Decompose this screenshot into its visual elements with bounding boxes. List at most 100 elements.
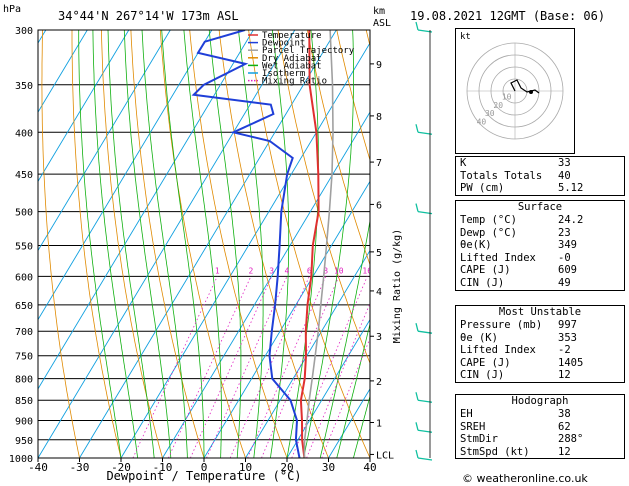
row-label: Lifted Index (460, 344, 536, 357)
legend-label: Parcel Trajectory (262, 46, 355, 56)
mixing-ratio-label: 4 (285, 266, 290, 275)
row-value: 49 (558, 276, 571, 289)
axes: 3003504004505005506006507007508008509009… (9, 26, 394, 474)
pressure-tick-label: 550 (15, 241, 33, 252)
footer-credit: © weatheronline.co.uk (462, 472, 588, 485)
profile-dewpoint (191, 30, 301, 458)
mixing-ratio-line (132, 276, 218, 458)
hodograph-trace (510, 79, 540, 94)
table-row: CAPE (J) 1405 (456, 357, 624, 370)
km-tick-label: 7 (376, 158, 382, 169)
pressure-tick-label: 800 (15, 375, 33, 386)
row-value: 33 (558, 157, 571, 169)
km-tick-label: 9 (376, 60, 382, 71)
isotherm-line (38, 30, 88, 114)
pressure-tick-label: 950 (15, 436, 33, 447)
wind-barb-flag (415, 449, 419, 459)
table-row: CAPE (J) 609 (456, 264, 624, 277)
row-value: 997 (558, 319, 577, 331)
isotherm-line (120, 42, 370, 458)
row-label: EH (460, 408, 473, 420)
wet-adiabat-line (161, 30, 205, 458)
hodograph-table-title: Hodograph (511, 395, 569, 407)
wet-adiabat-line (107, 30, 155, 458)
km-tick-label: 5 (376, 248, 382, 259)
row-label: PW (cm) (460, 182, 505, 195)
dry-adiabat-line (71, 30, 122, 458)
row-value: 40 (558, 169, 571, 182)
table-row: K 33 (456, 157, 624, 170)
isotherm-line (286, 318, 370, 458)
mixing-ratio-label: 1 (215, 266, 220, 275)
mixing-ratio-line (291, 276, 368, 458)
km-tick-label: LCL (376, 450, 394, 461)
row-label: CIN (J) (460, 276, 505, 289)
table-row: θe(K) 349 (456, 239, 624, 252)
x-axis-label: Dewpoint / Temperature (°C) (106, 469, 301, 483)
dry-adiabat-line (248, 30, 370, 458)
row-value: 609 (558, 264, 577, 277)
hodograph-ring-label: 30 (485, 109, 495, 118)
row-label: K (460, 157, 467, 169)
table-row: SREH 62 (456, 421, 624, 434)
table-row: CIN (J) 49 (456, 277, 624, 290)
dry-adiabat-line (336, 30, 370, 162)
dry-adiabat-line (130, 30, 205, 458)
isotherm-line (203, 180, 370, 458)
legend-label: Dewpoint (262, 39, 305, 49)
isotherm-line (38, 30, 296, 458)
most-unstable-table: Most Unstable Pressure (mb) 997 θe (K) 353 L… (455, 305, 625, 383)
mixing-ratio-line (247, 276, 327, 458)
km-label: km (373, 6, 385, 17)
x-tick-label: 40 (363, 461, 376, 474)
x-tick-label: -40 (28, 461, 48, 474)
km-tick-label: 3 (376, 332, 382, 343)
row-label: CAPE (J) (460, 264, 511, 277)
table-row: StmSpd (kt) 12 (456, 446, 624, 459)
row-value: 62 (558, 420, 571, 433)
surface-title: Surface (517, 201, 563, 213)
dry-adiabat-line (159, 30, 246, 458)
mixing-ratio-label: 20 (376, 266, 386, 275)
row-value: 353 (558, 331, 577, 344)
pressure-tick-label: 900 (15, 417, 33, 428)
row-value: 23 (558, 226, 571, 239)
profile-parcel-trajectory (303, 30, 334, 458)
row-label: θe (K) (460, 331, 498, 344)
wind-barb-flag (415, 21, 419, 31)
wind-barbs (415, 21, 433, 461)
isotherm-line (245, 249, 370, 458)
wet-adiabat-line (353, 394, 370, 458)
row-label: Temp (°C) (460, 214, 517, 226)
background-lines (0, 30, 370, 458)
wet-adiabat-line (319, 218, 370, 458)
wind-barb-flag (415, 124, 419, 133)
km-tick-label: 6 (376, 200, 382, 211)
pressure-tick-label: 500 (15, 208, 33, 219)
wet-adiabat-line (208, 30, 242, 458)
isotherm-line (0, 30, 4, 458)
x-tick-label: -30 (70, 461, 90, 474)
wet-adiabat-line (183, 30, 222, 458)
wet-adiabat-line (78, 30, 122, 458)
wet-adiabat-line (336, 322, 370, 458)
table-row: StmDir 288° (456, 433, 624, 446)
mixing-ratio-line (261, 276, 340, 458)
pressure-tick-label: 750 (15, 352, 33, 363)
table-row: EH 38 (456, 408, 624, 421)
x-tick-label: 0 (201, 461, 208, 474)
pressure-tick-label: 350 (15, 81, 33, 92)
isotherm-line (38, 30, 130, 183)
wet-adiabat-line (141, 30, 188, 458)
row-label: CIN (J) (460, 369, 505, 382)
mixing-ratio-label: 10 (334, 266, 344, 275)
pressure-tick-label: 700 (15, 327, 33, 338)
hodograph-kt-label: kt (460, 32, 471, 42)
surface-table: Surface Temp (°C) 24.2 Dewp (°C) 23 θe(K) 349… (455, 200, 625, 291)
isotherm-line (38, 30, 171, 252)
km-tick-label: 1 (376, 419, 382, 430)
row-label: Pressure (mb) (460, 319, 543, 331)
pressure-tick-label: 650 (15, 301, 33, 312)
row-label: Lifted Index (460, 251, 536, 264)
